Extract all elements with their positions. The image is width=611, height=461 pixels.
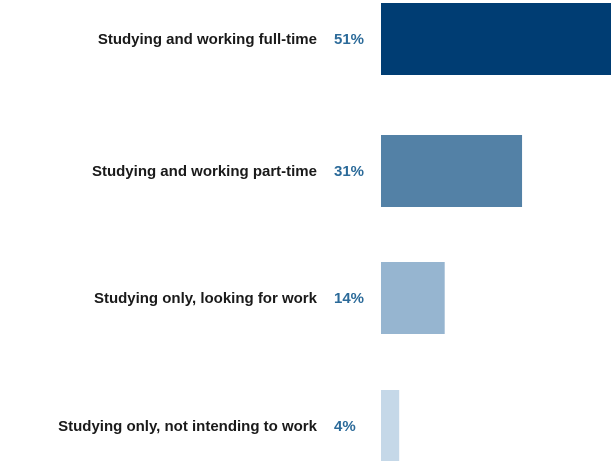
- value-label-1: 51%: [334, 31, 364, 48]
- bar-1: [381, 3, 611, 75]
- value-label-2: 31%: [334, 163, 364, 180]
- bar-4: [381, 390, 400, 461]
- value-label-4: 4%: [334, 418, 356, 435]
- category-label-4: Studying only, not intending to work: [58, 418, 318, 435]
- bar-2: [381, 135, 523, 207]
- category-label-2: Studying and working part-time: [92, 163, 317, 180]
- value-label-3: 14%: [334, 290, 364, 307]
- category-label-1: Studying and working full-time: [98, 31, 317, 48]
- category-label-3: Studying only, looking for work: [94, 290, 318, 307]
- labels-group: Studying and working full-time 51% Studyin…: [58, 31, 364, 435]
- bars-group: [381, 3, 611, 461]
- bar-3: [381, 262, 445, 334]
